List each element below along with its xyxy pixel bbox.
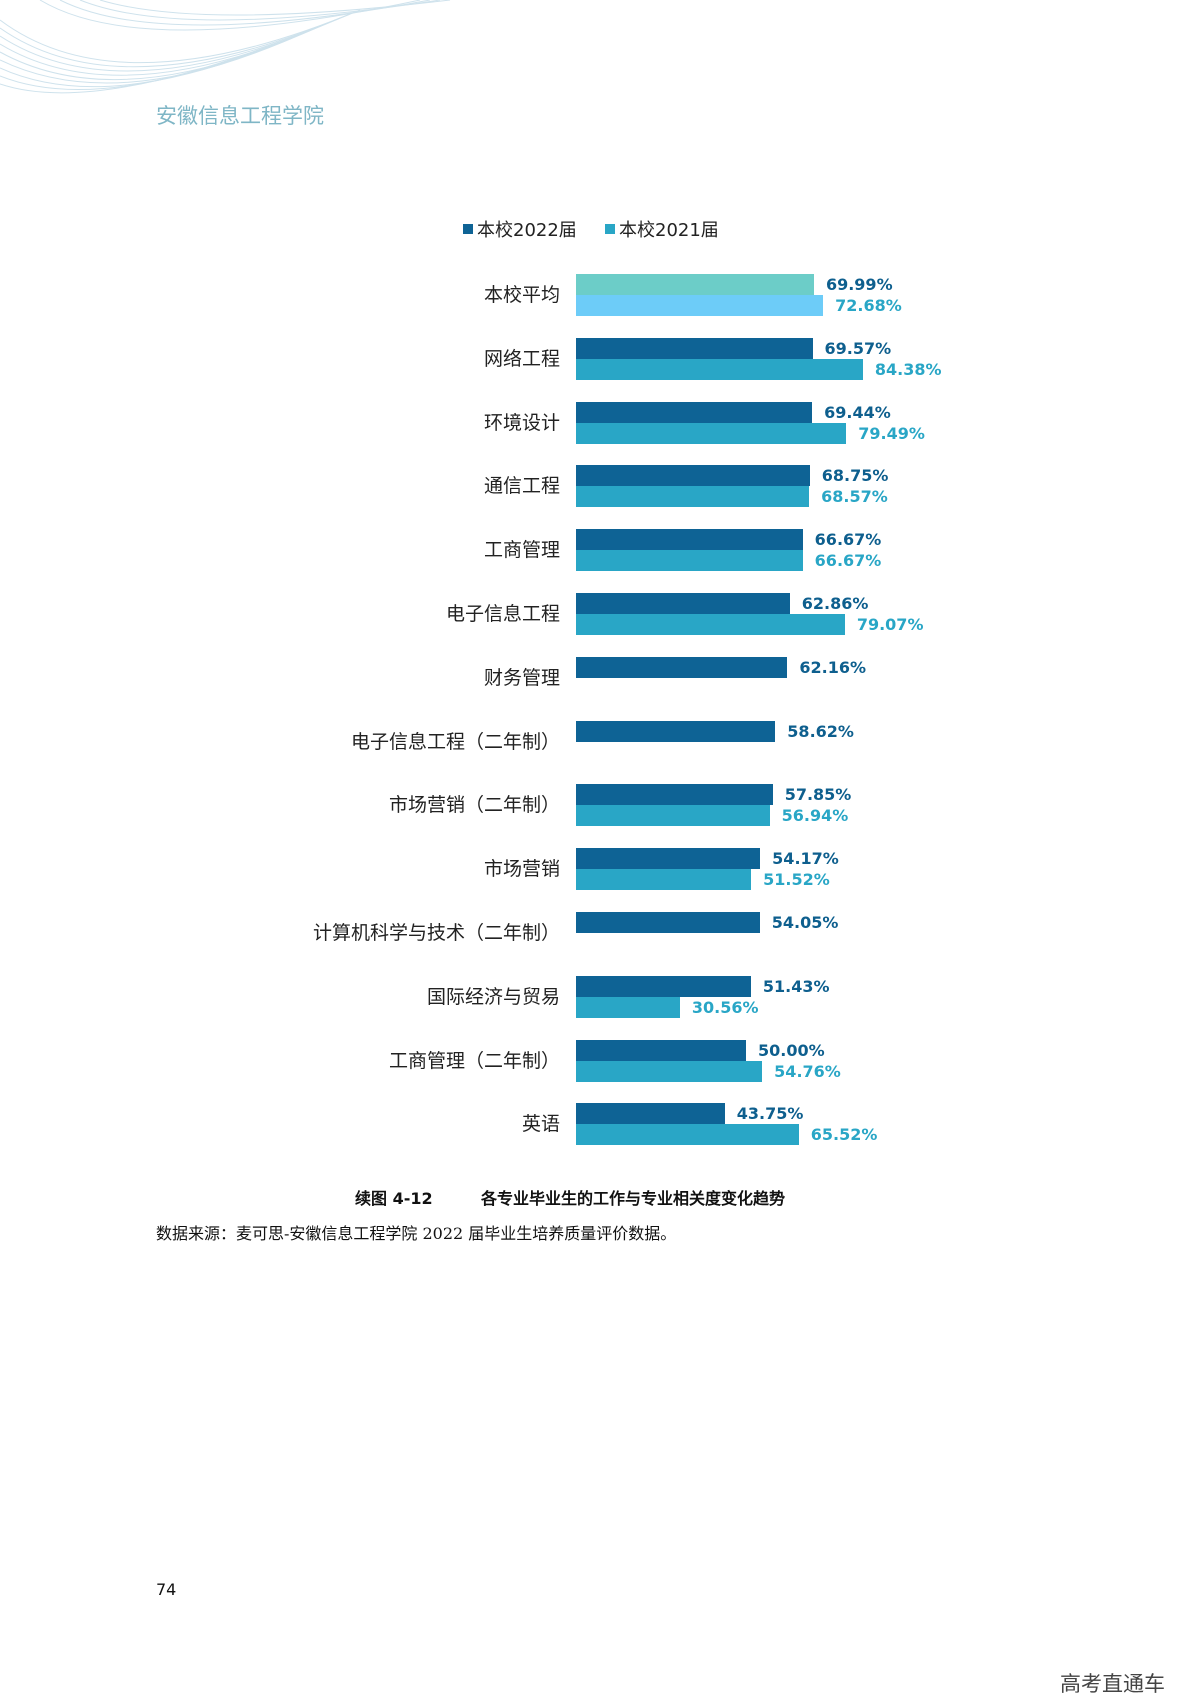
- bar-value-label: 66.67%: [814, 530, 882, 550]
- figure-caption: 续图 4-12 各专业毕业生的工作与专业相关度变化趋势: [0, 1185, 1190, 1209]
- bar-2021: [576, 1060, 763, 1082]
- watermark-text: 高考直通车: [1060, 1672, 1165, 1696]
- data-source-note: 数据来源：麦可思-安徽信息工程学院 2022 届毕业生培养质量评价数据。: [156, 1224, 677, 1243]
- category-label: 财务管理: [483, 666, 560, 689]
- bar-2022: [576, 593, 790, 614]
- bar-value-label: 66.67%: [814, 551, 882, 571]
- bar-2021: [576, 614, 845, 635]
- bar-value-label: 54.05%: [771, 913, 839, 932]
- bar-value-label: 69.99%: [825, 275, 893, 294]
- legend-label-2022: 本校2022届: [477, 220, 577, 241]
- legend-item-2021: 本校2021届: [605, 216, 719, 242]
- bar-2021: [576, 358, 863, 380]
- category-label: 国际经济与贸易: [426, 985, 560, 1008]
- bar-2022: [576, 784, 773, 806]
- bar-value-label: 54.76%: [774, 1061, 841, 1081]
- bar-2021: [576, 550, 803, 572]
- header-wave-decoration: [0, 0, 451, 94]
- school-name-header: 安徽信息工程学院: [156, 104, 324, 128]
- bar-2021: [576, 422, 847, 444]
- bar-2022: [576, 337, 813, 359]
- category-label: 计算机科学与技术（二年制）: [312, 922, 560, 944]
- bar-value-label: 50.00%: [758, 1040, 825, 1060]
- bar-value-label: 69.44%: [824, 402, 891, 422]
- category-label: 本校平均: [483, 284, 560, 306]
- bar-value-label: 62.16%: [799, 657, 866, 677]
- bar-2022: [576, 274, 814, 295]
- bar-2022: [576, 1039, 746, 1061]
- bar-2021: [576, 996, 680, 1018]
- bar-2022: [576, 975, 751, 997]
- category-label: 市场营销: [483, 858, 560, 881]
- category-label: 网络工程: [483, 347, 560, 370]
- category-label: 英语: [521, 1113, 560, 1136]
- bar-2022: [576, 401, 813, 423]
- bar-2021: [576, 869, 752, 891]
- bar-2022: [576, 720, 776, 742]
- bar-value-label: 58.62%: [787, 721, 854, 741]
- bar-value-label: 30.56%: [691, 997, 759, 1017]
- bar-value-label: 43.75%: [736, 1104, 804, 1124]
- bar-2022: [576, 1103, 725, 1125]
- bar-2022: [576, 656, 788, 678]
- legend-swatch-2022: [463, 224, 473, 234]
- bar-value-label: 65.52%: [810, 1125, 878, 1145]
- bar-value-label: 79.07%: [856, 615, 924, 634]
- bar-value-label: 57.85%: [784, 785, 852, 805]
- legend-label-2021: 本校2021届: [619, 220, 719, 241]
- bar-value-label: 62.86%: [801, 594, 869, 613]
- bar-value-label: 84.38%: [874, 359, 942, 379]
- category-label: 电子信息工程: [445, 603, 560, 625]
- page-number: 74: [156, 1580, 177, 1599]
- bar-value-label: 51.43%: [762, 976, 830, 996]
- bar-value-label: 68.75%: [821, 466, 889, 486]
- category-label: 环境设计: [483, 411, 560, 434]
- bar-2022: [576, 848, 761, 870]
- bar-value-label: 69.57%: [824, 338, 892, 358]
- bar-2022: [576, 465, 810, 487]
- bar-value-label: 56.94%: [781, 806, 849, 826]
- bar-2021: [576, 1124, 799, 1146]
- legend-item-2022: 本校2022届: [463, 216, 577, 242]
- bar-value-label: 79.49%: [858, 423, 925, 443]
- category-label: 电子信息工程（二年制）: [350, 730, 560, 753]
- caption-number: 续图 4-12: [355, 1189, 433, 1208]
- bar-2022: [576, 912, 760, 933]
- bar-value-label: 68.57%: [821, 487, 888, 507]
- category-label: 工商管理: [483, 539, 560, 562]
- bar-2021: [576, 486, 810, 508]
- category-label: 工商管理（二年制）: [388, 1049, 560, 1072]
- legend-swatch-2021: [605, 224, 615, 234]
- bar-value-label: 54.17%: [772, 849, 839, 869]
- bar-value-label: 51.52%: [763, 870, 830, 890]
- category-label: 通信工程: [483, 475, 560, 498]
- category-label: 市场营销（二年制）: [388, 794, 560, 817]
- bar-2021: [576, 805, 770, 827]
- bar-2022: [576, 529, 803, 551]
- bar-2021: [576, 295, 824, 316]
- chart-legend: 本校2022届 本校2021届: [0, 216, 1190, 242]
- caption-title: 各专业毕业生的工作与专业相关度变化趋势: [481, 1189, 786, 1208]
- bar-value-label: 72.68%: [835, 296, 902, 315]
